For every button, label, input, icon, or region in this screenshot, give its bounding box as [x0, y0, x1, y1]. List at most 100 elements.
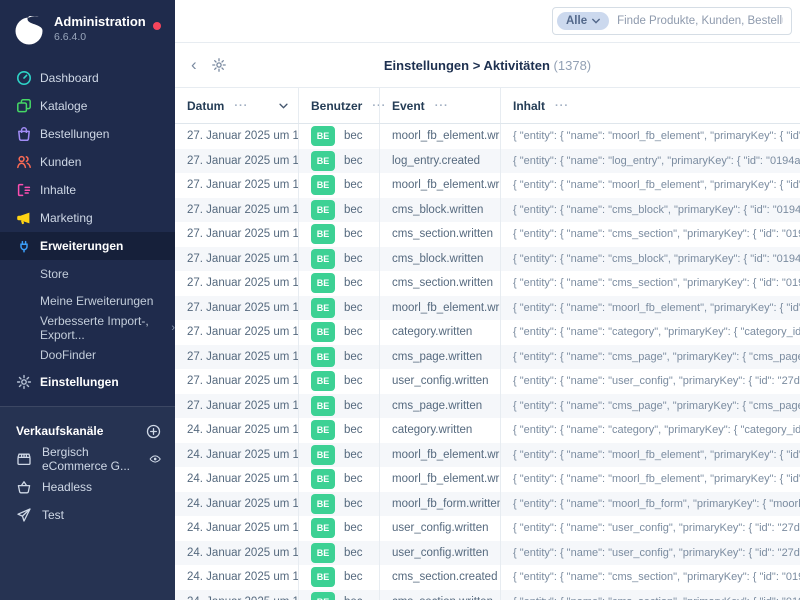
table-row[interactable]: 24. Januar 2025 um 15:44 BE bec moorl_fb… [175, 442, 800, 467]
cell-benutzer: BE bec [298, 320, 379, 345]
column-header-datum[interactable]: Datum ··· [175, 88, 298, 123]
user-name: bec [344, 228, 363, 241]
table-row[interactable]: 27. Januar 2025 um 10:36 BE bec user_con… [175, 369, 800, 394]
notification-dot[interactable] [153, 22, 161, 30]
customers-icon [17, 155, 31, 169]
cell-event: user_config.written [379, 369, 500, 394]
table-row[interactable]: 27. Januar 2025 um 11:13 BE bec category… [175, 320, 800, 345]
sidebar-subitem-doofinder[interactable]: DooFinder [40, 347, 97, 362]
eye-icon[interactable] [149, 451, 161, 467]
cell-datum: 27. Januar 2025 um 11:56 [187, 277, 298, 290]
sales-channel-storefront[interactable]: Bergisch eCommerce G... [0, 445, 175, 473]
cell-benutzer: BE bec [298, 222, 379, 247]
sidebar-item-kunden[interactable]: Kunden [0, 148, 175, 176]
sidebar-item-inhalte[interactable]: Inhalte [0, 176, 175, 204]
cell-datum: 24. Januar 2025 um 15:43 [187, 473, 298, 486]
user-name: bec [344, 179, 363, 192]
cell-datum: 27. Januar 2025 um 11:10 [187, 350, 298, 363]
table-row[interactable]: 24. Januar 2025 um 15:18 BE bec user_con… [175, 540, 800, 565]
cell-inhalt: { "entity": { "name": "cms_section", "pr… [500, 222, 800, 247]
sidebar-subitem-store[interactable]: Store [40, 266, 69, 281]
cell-event: cms_section.written [379, 271, 500, 296]
table-row[interactable]: 27. Januar 2025 um 11:10 BE bec cms_page… [175, 344, 800, 369]
column-menu-icon[interactable]: ··· [434, 99, 449, 112]
main-content: Alle ‹ Einstellungen > Aktivitäten (1378… [175, 0, 800, 600]
table-row[interactable]: 27. Januar 2025 um 11:16 BE bec moorl_fb… [175, 295, 800, 320]
column-menu-icon[interactable]: ··· [555, 99, 569, 112]
table-row[interactable]: 27. Januar 2025 um 11:56 BE bec cms_sect… [175, 271, 800, 296]
cell-inhalt: { "entity": { "name": "moorl_fb_element"… [500, 442, 800, 467]
user-name: bec [344, 350, 363, 363]
sales-channels-header: Verkaufskanäle [0, 417, 175, 445]
table-row[interactable]: 24. Januar 2025 um 15:18 BE bec cms_sect… [175, 565, 800, 590]
cell-inhalt: { "entity": { "name": "category", "prima… [500, 418, 800, 443]
sidebar-item-marketing[interactable]: Marketing [0, 204, 175, 232]
global-search[interactable]: Alle [552, 7, 792, 35]
cell-inhalt: { "entity": { "name": "user_config", "pr… [500, 516, 800, 541]
table-row[interactable]: 24. Januar 2025 um 15:24 BE bec moorl_fb… [175, 491, 800, 516]
sidebar-item-kataloge[interactable]: Kataloge [0, 92, 175, 120]
table-row[interactable]: 24. Januar 2025 um 15:43 BE bec moorl_fb… [175, 467, 800, 492]
user-avatar-badge: BE [311, 420, 335, 441]
table-body: 27. Januar 2025 um 12:03 BE bec moorl_fb… [175, 124, 800, 600]
cell-inhalt: { "entity": { "name": "moorl_fb_element"… [500, 124, 800, 149]
table-row[interactable]: 27. Januar 2025 um 11:56 BE bec cms_bloc… [175, 246, 800, 271]
table-row[interactable]: 27. Januar 2025 um 12:03 BE bec moorl_fb… [175, 124, 800, 149]
dashboard-icon [17, 71, 31, 85]
table-row[interactable]: 27. Januar 2025 um 11:56 BE bec cms_sect… [175, 222, 800, 247]
sidebar-item-bestellungen[interactable]: Bestellungen [0, 120, 175, 148]
sidebar-item-einstellungen[interactable]: Einstellungen [0, 368, 175, 396]
user-avatar-badge: BE [311, 150, 335, 171]
sidebar-item-dashboard[interactable]: Dashboard [0, 64, 175, 92]
cell-event: log_entry.created [379, 148, 500, 173]
user-avatar-badge: BE [311, 297, 335, 318]
chevron-down-icon [592, 18, 601, 24]
cell-datum: 24. Januar 2025 um 16:00 [187, 424, 298, 437]
settings-gear-icon[interactable] [211, 57, 227, 73]
breadcrumb-separator: > [472, 57, 481, 73]
column-menu-icon[interactable]: ··· [234, 99, 249, 112]
cell-inhalt: { "entity": { "name": "cms_section", "pr… [500, 589, 800, 600]
sales-channel-headless[interactable]: Headless [0, 473, 175, 501]
table-row[interactable]: 27. Januar 2025 um 11:56 BE bec cms_bloc… [175, 197, 800, 222]
sales-channel-test[interactable]: Test [0, 501, 175, 529]
sidebar-subitem-import-export[interactable]: Verbesserte Import-, Export... › [40, 313, 175, 342]
user-avatar-badge: BE [311, 126, 335, 147]
sidebar-item-erweiterungen[interactable]: Erweiterungen [0, 232, 175, 260]
table-row[interactable]: 24. Januar 2025 um 15:18 BE bec user_con… [175, 516, 800, 541]
back-icon[interactable]: ‹ [191, 55, 197, 74]
user-avatar-badge: BE [311, 542, 335, 563]
sidebar-subitem-meine-erweiterungen[interactable]: Meine Erweiterungen [40, 293, 154, 308]
extensions-plug-icon [20, 240, 28, 253]
table-row[interactable]: 24. Januar 2025 um 16:00 BE bec category… [175, 418, 800, 443]
add-sales-channel-icon[interactable] [146, 424, 161, 439]
cell-datum: 24. Januar 2025 um 15:44 [187, 448, 298, 461]
user-avatar-badge: BE [311, 322, 335, 343]
cell-event: cms_section.written [379, 589, 500, 600]
cell-inhalt: { "entity": { "name": "cms_section", "pr… [500, 565, 800, 590]
search-scope-dropdown[interactable]: Alle [557, 12, 610, 30]
column-header-inhalt[interactable]: Inhalt ··· [500, 88, 800, 123]
table-row[interactable]: 27. Januar 2025 um 12:00 BE bec moorl_fb… [175, 173, 800, 198]
search-input[interactable] [617, 15, 783, 27]
column-header-event[interactable]: Event ··· [379, 88, 500, 123]
user-name: bec [344, 252, 363, 265]
column-header-benutzer[interactable]: Benutzer ··· [298, 88, 385, 123]
cell-datum: 27. Januar 2025 um 11:16 [187, 301, 298, 314]
item-count: (1378) [553, 57, 592, 73]
column-menu-icon[interactable]: ··· [372, 99, 387, 112]
user-avatar-badge: BE [311, 591, 335, 600]
cell-inhalt: { "entity": { "name": "user_config", "pr… [500, 540, 800, 565]
user-name: bec [344, 203, 363, 216]
table-row[interactable]: 24. Januar 2025 um 15:02 BE bec cms_sect… [175, 589, 800, 600]
cell-event: cms_section.created [379, 565, 500, 590]
smart-bar: ‹ Einstellungen > Aktivitäten (1378) [175, 43, 800, 88]
activity-table: Datum ··· Benutzer ··· Event ··· Inhalt … [175, 88, 800, 600]
top-bar: Alle [175, 0, 800, 43]
cell-benutzer: BE bec [298, 442, 379, 467]
cell-inhalt: { "entity": { "name": "moorl_fb_element"… [500, 467, 800, 492]
cell-benutzer: BE bec [298, 344, 379, 369]
table-row[interactable]: 27. Januar 2025 um 10:30 BE bec cms_page… [175, 393, 800, 418]
user-avatar-badge: BE [311, 273, 335, 294]
table-row[interactable]: 27. Januar 2025 um 12:02 BE bec log_entr… [175, 148, 800, 173]
